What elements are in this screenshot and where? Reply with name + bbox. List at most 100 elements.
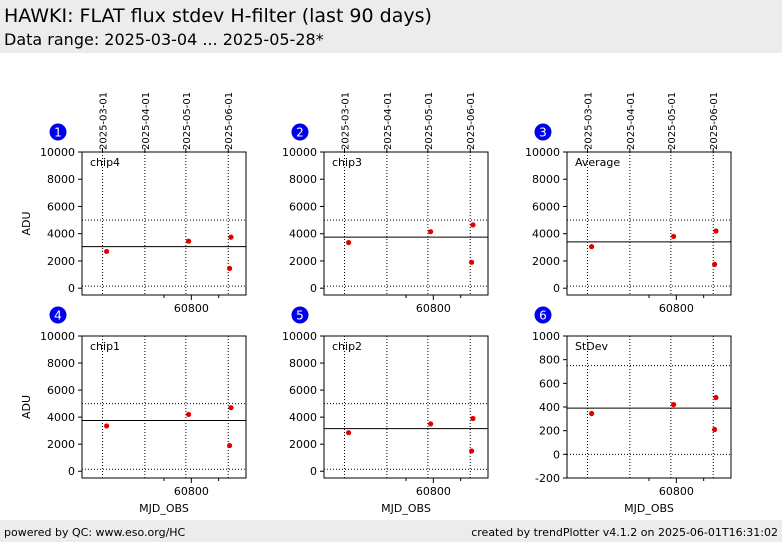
x-tick-label: 60800 [174, 302, 209, 315]
y-tick-label: 1000 [532, 330, 560, 343]
x-tick-label: 60800 [416, 485, 451, 498]
panel-index-badge [49, 306, 67, 324]
data-point [589, 244, 595, 250]
panel-label: Average [575, 156, 620, 169]
y-tick-label: 600 [539, 377, 560, 390]
y-tick-label: 6000 [47, 200, 75, 213]
data-point [470, 222, 476, 228]
data-point [671, 233, 677, 240]
y-tick-label: 4000 [532, 228, 560, 241]
header-bar: HAWKI: FLAT flux stdev H-filter (last 90… [0, 0, 782, 53]
data-point [469, 448, 475, 454]
axes-frame [566, 151, 732, 296]
y-axis-label: ADU [20, 211, 33, 235]
date-tick-label: 2025-04-01 [626, 92, 637, 150]
date-tick-label: 2025-04-01 [141, 92, 152, 150]
y-tick-label: 2000 [47, 438, 75, 451]
page-title: HAWKI: FLAT flux stdev H-filter (last 90… [4, 5, 432, 27]
panel-index-number: 6 [539, 309, 547, 323]
date-tick-label: 2025-03-01 [341, 92, 352, 150]
panel-index-number: 3 [539, 126, 547, 140]
y-tick-label: 2000 [532, 255, 560, 268]
data-point [228, 405, 234, 411]
x-tick-label: 60800 [174, 485, 209, 498]
x-axis-label: MJD_OBS [139, 502, 189, 515]
panel-label: chip1 [90, 340, 120, 353]
data-point [713, 394, 719, 401]
date-tick-label: 2025-05-01 [182, 92, 193, 150]
data-point [470, 415, 476, 422]
data-range-subtitle: Data range: 2025-03-04 ... 2025-05-28* [4, 30, 324, 49]
y-tick-label: 4000 [289, 228, 317, 241]
y-tick-label: 10000 [282, 330, 317, 343]
panel-2: 2025-03-01 2025-04-01 2025-05-01 2025-06-01… [282, 92, 489, 315]
y-tick-label: 6000 [289, 200, 317, 213]
y-tick-label: 2000 [289, 255, 317, 268]
panel-index-number: 2 [296, 126, 304, 140]
footer-credit: powered by QC: www.eso.org/HC [4, 526, 186, 539]
x-tick-label: 60800 [659, 485, 694, 498]
y-tick-label: -200 [535, 472, 560, 485]
data-point [346, 430, 352, 436]
date-tick-label: 2025-05-01 [667, 92, 678, 150]
date-tick-label: 2025-06-01 [224, 92, 235, 150]
y-tick-label: 6000 [289, 384, 317, 397]
data-point [186, 238, 192, 244]
date-tick-label: 2025-06-01 [709, 92, 720, 150]
y-tick-label: 2000 [47, 255, 75, 268]
y-tick-label: 8000 [289, 357, 317, 370]
x-axis-label: MJD_OBS [381, 502, 431, 515]
panel-index-number: 5 [296, 309, 304, 323]
panel-4: 0 2000 4000 6000 8000 10000 60800 chip1 ADU MJD_O… [20, 306, 247, 515]
data-point [104, 248, 110, 255]
panel-index-badge [534, 123, 552, 141]
x-tick-label: 60800 [416, 302, 451, 315]
y-tick-label: 10000 [525, 146, 560, 159]
data-point [469, 259, 475, 265]
data-point [186, 411, 192, 418]
panel-label: chip3 [332, 156, 362, 169]
panel-5: 0 2000 4000 6000 8000 10000 60800 chip2 MJD_OBS 5 [282, 306, 489, 515]
data-point [712, 426, 718, 433]
y-tick-label: 6000 [532, 200, 560, 213]
panel-label: StDev [575, 340, 609, 353]
y-tick-label: 8000 [289, 173, 317, 186]
panel-index-number: 4 [54, 309, 62, 323]
data-point [712, 261, 718, 267]
axes-frame [81, 151, 247, 296]
panel-6: -200 0 200 400 600 800 1000 60800 StDev MJD_OBS 6 [532, 306, 732, 515]
y-tick-label: 2000 [289, 438, 317, 451]
date-tick-label: 2025-06-01 [466, 92, 477, 150]
date-tick-label: 2025-03-01 [584, 92, 595, 150]
axes-frame [81, 335, 247, 479]
panel-index-badge [291, 306, 309, 324]
data-point [227, 442, 233, 449]
x-tick-label: 60800 [659, 302, 694, 315]
panel-label: chip2 [332, 340, 362, 353]
data-point [104, 423, 110, 429]
y-tick-label: 200 [539, 425, 560, 438]
y-tick-label: 400 [539, 401, 560, 414]
y-axis-label: ADU [20, 395, 33, 419]
y-tick-label: 8000 [47, 173, 75, 186]
y-tick-label: 0 [310, 282, 317, 295]
panel-index-badge [291, 123, 309, 141]
axes-frame [323, 151, 489, 296]
data-point [346, 239, 352, 246]
axes-frame [566, 335, 732, 479]
data-point [671, 402, 677, 408]
panel-index-badge [49, 123, 67, 141]
y-tick-label: 8000 [47, 357, 75, 370]
y-tick-label: 10000 [282, 146, 317, 159]
data-point [228, 234, 234, 240]
y-tick-label: 6000 [47, 384, 75, 397]
y-tick-label: 10000 [40, 146, 75, 159]
panel-3: 2025-03-01 2025-04-01 2025-05-01 2025-06-01… [525, 92, 732, 315]
y-tick-label: 0 [553, 448, 560, 461]
y-tick-label: 0 [68, 282, 75, 295]
date-tick-label: 2025-03-01 [99, 92, 110, 150]
y-tick-label: 8000 [532, 173, 560, 186]
date-tick-label: 2025-05-01 [424, 92, 435, 150]
plot-grid: 2025-03-01 2025-04-01 2025-05-01 2025-06-01… [20, 92, 732, 515]
y-tick-label: 4000 [47, 411, 75, 424]
